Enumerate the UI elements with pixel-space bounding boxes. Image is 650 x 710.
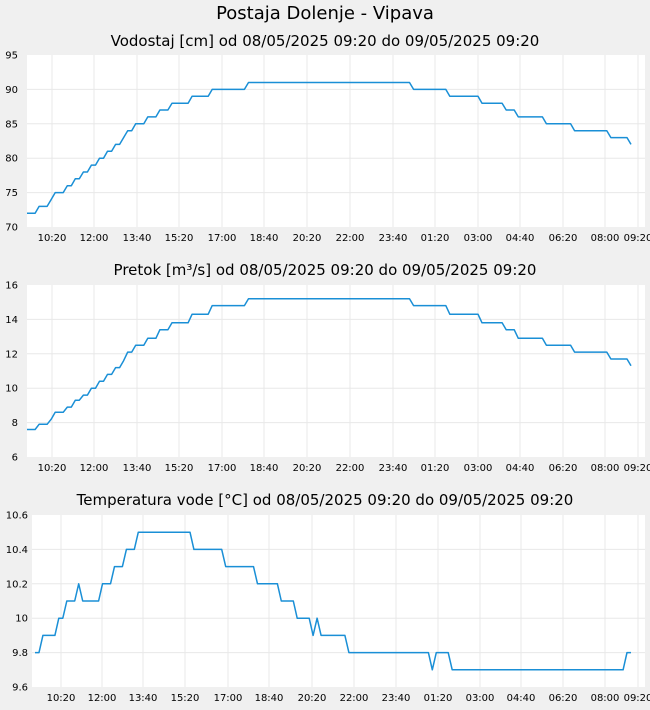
y-tick-label: 16 <box>5 281 18 292</box>
x-tick-label: 08:00 <box>591 693 620 704</box>
x-tick-label: 03:00 <box>464 463 493 474</box>
page-title: Postaja Dolenje - Vipava <box>216 3 434 24</box>
plot-area <box>32 515 645 687</box>
x-tick-label: 04:40 <box>506 463 535 474</box>
plot-area <box>27 55 645 227</box>
x-tick-label: 13:40 <box>123 233 152 244</box>
x-tick-label: 06:20 <box>549 233 578 244</box>
y-tick-label: 95 <box>5 51 18 62</box>
chart-title: Vodostaj [cm] od 08/05/2025 09:20 do 09/… <box>111 32 540 50</box>
chart-2: 10.6 10.4 10.2 10 9.8 9.6 10:20 12:00 13:40 15:20… <box>6 491 650 704</box>
chart-title: Pretok [m³/s] od 08/05/2025 09:20 do 09/… <box>114 261 537 279</box>
x-tick-label: 12:00 <box>80 233 109 244</box>
y-tick-label: 12 <box>5 349 18 360</box>
y-tick-label: 90 <box>5 85 18 96</box>
y-tick-label: 14 <box>5 315 18 326</box>
x-tick-label: 22:00 <box>336 233 365 244</box>
series-line-0 <box>27 298 632 431</box>
x-tick-label: 10:20 <box>47 693 76 704</box>
chart-title: Temperatura vode [°C] od 08/05/2025 09:2… <box>76 491 574 509</box>
x-tick-label: 20:20 <box>298 693 327 704</box>
series-line-0 <box>27 81 632 214</box>
chart-1: 16 14 12 10 8 6 10:20 12:00 13:40 15:20 17:00 18:40… <box>5 261 650 474</box>
x-tick-label: 13:40 <box>123 463 152 474</box>
x-tick-label: 10:20 <box>38 463 67 474</box>
x-tick-label: 18:40 <box>250 233 279 244</box>
x-tick-label: 12:00 <box>80 463 109 474</box>
y-tick-label: 70 <box>5 223 18 234</box>
x-tick-label: 09:20 <box>624 233 650 244</box>
x-tick-label: 20:20 <box>293 463 322 474</box>
x-tick-label: 15:20 <box>171 693 200 704</box>
y-tick-label: 75 <box>5 188 18 199</box>
y-tick-label: 80 <box>5 154 18 165</box>
y-tick-label: 10.4 <box>6 545 28 556</box>
x-tick-label: 04:40 <box>506 233 535 244</box>
x-tick-label: 06:20 <box>549 693 578 704</box>
x-tick-label: 03:00 <box>464 233 493 244</box>
series-line-0 <box>35 531 631 671</box>
x-tick-label: 20:20 <box>293 233 322 244</box>
x-tick-label: 09:20 <box>624 693 650 704</box>
x-tick-label: 03:00 <box>466 693 495 704</box>
y-tick-label: 9.6 <box>12 683 28 694</box>
y-tick-label: 10 <box>15 614 28 625</box>
x-tick-label: 23:40 <box>382 693 411 704</box>
x-tick-label: 17:00 <box>214 693 243 704</box>
x-tick-label: 06:20 <box>549 463 578 474</box>
x-tick-label: 08:00 <box>591 233 620 244</box>
x-tick-label: 01:20 <box>421 463 450 474</box>
y-tick-label: 10.2 <box>6 579 28 590</box>
plot-area <box>27 285 645 457</box>
x-tick-label: 12:00 <box>88 693 117 704</box>
x-tick-label: 23:40 <box>379 233 408 244</box>
x-tick-label: 13:40 <box>129 693 158 704</box>
x-tick-label: 15:20 <box>165 463 194 474</box>
x-tick-label: 15:20 <box>165 233 194 244</box>
x-tick-label: 01:20 <box>421 233 450 244</box>
x-tick-label: 01:20 <box>424 693 453 704</box>
y-tick-label: 6 <box>12 453 18 464</box>
y-tick-label: 85 <box>5 119 18 130</box>
x-tick-label: 10:20 <box>38 233 67 244</box>
y-tick-label: 8 <box>12 418 18 429</box>
chart-0: 95 90 85 80 75 70 10:20 12:00 13:40 15:20 17:00 18:… <box>5 32 650 244</box>
x-tick-label: 08:00 <box>591 463 620 474</box>
x-tick-label: 22:00 <box>336 463 365 474</box>
y-tick-label: 10.6 <box>6 511 28 522</box>
y-tick-label: 9.8 <box>12 648 28 659</box>
x-tick-label: 17:00 <box>208 233 237 244</box>
x-tick-label: 18:40 <box>255 693 284 704</box>
x-tick-label: 17:00 <box>208 463 237 474</box>
x-tick-label: 22:00 <box>340 693 369 704</box>
x-tick-label: 04:40 <box>507 693 536 704</box>
y-tick-label: 10 <box>5 384 18 395</box>
x-tick-label: 09:20 <box>624 463 650 474</box>
x-tick-label: 23:40 <box>379 463 408 474</box>
x-tick-label: 18:40 <box>250 463 279 474</box>
